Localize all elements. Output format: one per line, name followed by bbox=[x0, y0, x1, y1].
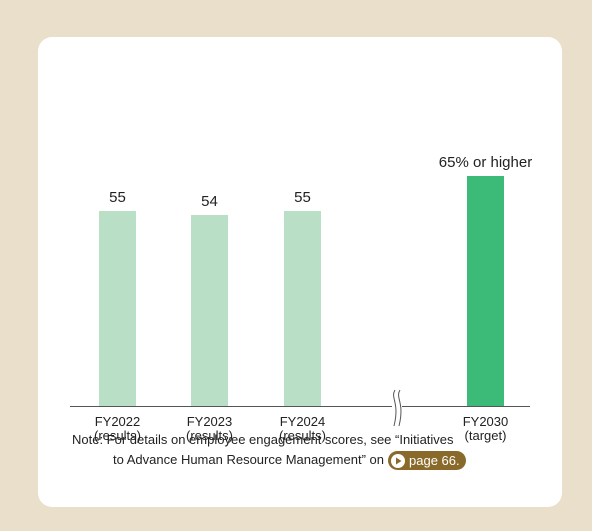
x-tick-label: FY2023 (results) bbox=[186, 414, 233, 443]
value-label: 55 bbox=[109, 189, 126, 207]
bar bbox=[467, 175, 504, 406]
bar bbox=[191, 214, 228, 406]
page-link[interactable]: page 66. bbox=[388, 451, 466, 471]
value-label: 55 bbox=[294, 189, 311, 207]
bar bbox=[99, 211, 136, 406]
value-label: 65% or higher bbox=[438, 153, 533, 171]
x-tick-label: FY2024 (results) bbox=[279, 414, 326, 443]
x-axis bbox=[70, 406, 530, 407]
link-text: page 66. bbox=[409, 452, 460, 468]
x-tick-label: FY2030 (target) bbox=[462, 414, 509, 443]
note-line: to Advance Human Resource Management” on… bbox=[113, 450, 466, 471]
axis-break bbox=[392, 388, 402, 428]
x-tick-label: FY2022 (results) bbox=[94, 414, 141, 443]
value-label: 54 bbox=[201, 192, 218, 210]
play-icon bbox=[391, 453, 405, 468]
note-text: to Advance Human Resource Management” on bbox=[113, 452, 384, 467]
note-line: Note: For details on employee engagement… bbox=[72, 432, 454, 447]
bar bbox=[284, 211, 321, 406]
